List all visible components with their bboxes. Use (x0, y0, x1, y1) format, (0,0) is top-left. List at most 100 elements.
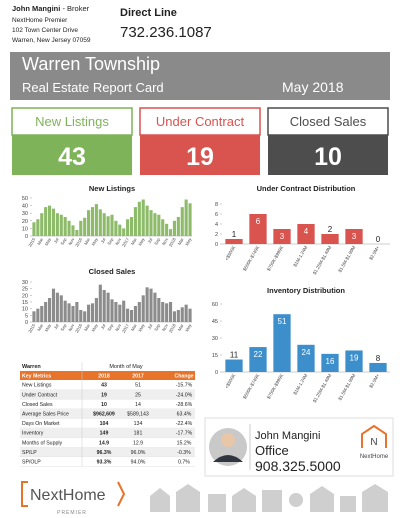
y-tick-label: 10 (22, 307, 28, 313)
bar (153, 292, 157, 322)
table-cell: Closed Sales (22, 402, 53, 408)
table-cell: $962,609 (93, 412, 115, 418)
house (340, 496, 356, 512)
bar (63, 217, 67, 236)
table-cell: 25 (135, 392, 141, 398)
agent-role: - Broker (62, 4, 89, 13)
chart-title: New Listings (89, 184, 135, 193)
x-tick-label: Sep (106, 322, 114, 332)
x-tick-label: 2015 (27, 236, 36, 247)
bar (51, 288, 56, 322)
office-phone: 908.325.5000 (255, 458, 341, 474)
x-tick-label: Nov (67, 236, 76, 246)
x-tick-label: Jul (146, 237, 153, 244)
table-cell: -15.7% (176, 383, 193, 389)
bar (249, 347, 267, 372)
x-tick-label: Jul (100, 323, 107, 330)
data-label: 2 (328, 225, 333, 234)
tree (289, 493, 303, 507)
x-tick-label: $1M-1.24M (292, 373, 308, 396)
house (362, 484, 388, 512)
bar (149, 210, 153, 236)
bar (149, 288, 153, 322)
bar (129, 217, 134, 236)
table-cell: 19 (101, 392, 107, 398)
table-cell: 96.3% (97, 450, 112, 456)
bar (67, 303, 71, 322)
bar (273, 314, 291, 372)
bar (75, 302, 79, 322)
bar (225, 239, 243, 244)
y-tick-label: 15 (212, 353, 218, 359)
bar (102, 290, 106, 322)
bar (165, 303, 169, 322)
bar (172, 220, 176, 236)
house (176, 484, 200, 512)
x-tick-label: <$500K (224, 372, 237, 389)
bar (172, 311, 176, 322)
bar (36, 308, 40, 322)
table-title: Warren (22, 364, 41, 370)
bar (102, 213, 106, 236)
bar (176, 217, 180, 236)
y-tick-label: 5 (25, 313, 28, 319)
table-cell: -0.3% (177, 450, 191, 456)
data-label: 51 (278, 317, 287, 326)
table-cell: -24.0% (176, 392, 193, 398)
bar (180, 307, 184, 322)
y-tick-label: 4 (215, 222, 218, 228)
x-tick-label: Mar (83, 322, 91, 331)
x-tick-label: $1.5M-$1.99M (337, 373, 356, 401)
footer-sub: PREMIER (57, 510, 87, 516)
office-label: Office (255, 443, 289, 458)
table-cell: SP/LP (22, 450, 37, 456)
y-tick-label: 45 (212, 319, 218, 325)
table-cell: 94.0% (131, 460, 146, 466)
houses (150, 484, 388, 512)
x-tick-label: $1.5M-$1.99M (337, 245, 356, 273)
y-tick-label: 0 (215, 242, 218, 248)
x-tick-label: $1.25M-$1.49M (312, 245, 333, 276)
data-label: 11 (230, 351, 239, 360)
bar (129, 310, 134, 322)
address: 102 Town Center Drive (12, 27, 78, 34)
chart-title: Closed Sales (89, 267, 136, 276)
stat-label-box (267, 107, 389, 136)
x-tick-label: Nov (114, 236, 123, 246)
stat-value-box (12, 135, 132, 175)
x-tick-label: 2018 (168, 322, 177, 333)
y-tick-label: 40 (22, 204, 28, 210)
x-tick-label: $500K-$749K (242, 244, 261, 272)
x-tick-label: Nov (161, 236, 170, 246)
x-tick-label: 2016 (74, 322, 83, 333)
x-tick-label: Mar (130, 236, 138, 245)
table-header: Change (174, 374, 193, 380)
bar (321, 234, 339, 244)
bar (345, 229, 363, 244)
bar (369, 362, 387, 372)
x-tick-label: 2017 (121, 236, 130, 247)
x-tick-label: Jul (100, 237, 107, 244)
y-tick-label: 30 (212, 336, 218, 342)
x-tick-label: May (137, 236, 146, 246)
bar (141, 295, 145, 322)
table-cell: 93.3% (97, 460, 112, 466)
x-tick-label: Jul (146, 323, 153, 330)
bar (32, 222, 36, 236)
header-name-line: John Mangini - Broker (12, 4, 90, 13)
bar (51, 208, 56, 236)
x-tick-label: Mar (36, 236, 44, 245)
banner-subtitle: Real Estate Report Card (22, 80, 164, 95)
y-tick-label: 60 (212, 302, 218, 308)
bar (249, 214, 267, 244)
bar (168, 302, 173, 322)
x-tick-label: $750K-$999K (266, 372, 285, 400)
banner-date: May 2018 (282, 79, 344, 95)
bar (71, 306, 75, 322)
bar (55, 213, 59, 236)
bar (225, 359, 243, 372)
x-tick-label: Mar (83, 236, 91, 245)
company: NextHome Premier (12, 17, 68, 24)
direct-label: Direct Line (120, 7, 177, 19)
x-tick-label: Sep (106, 236, 114, 246)
